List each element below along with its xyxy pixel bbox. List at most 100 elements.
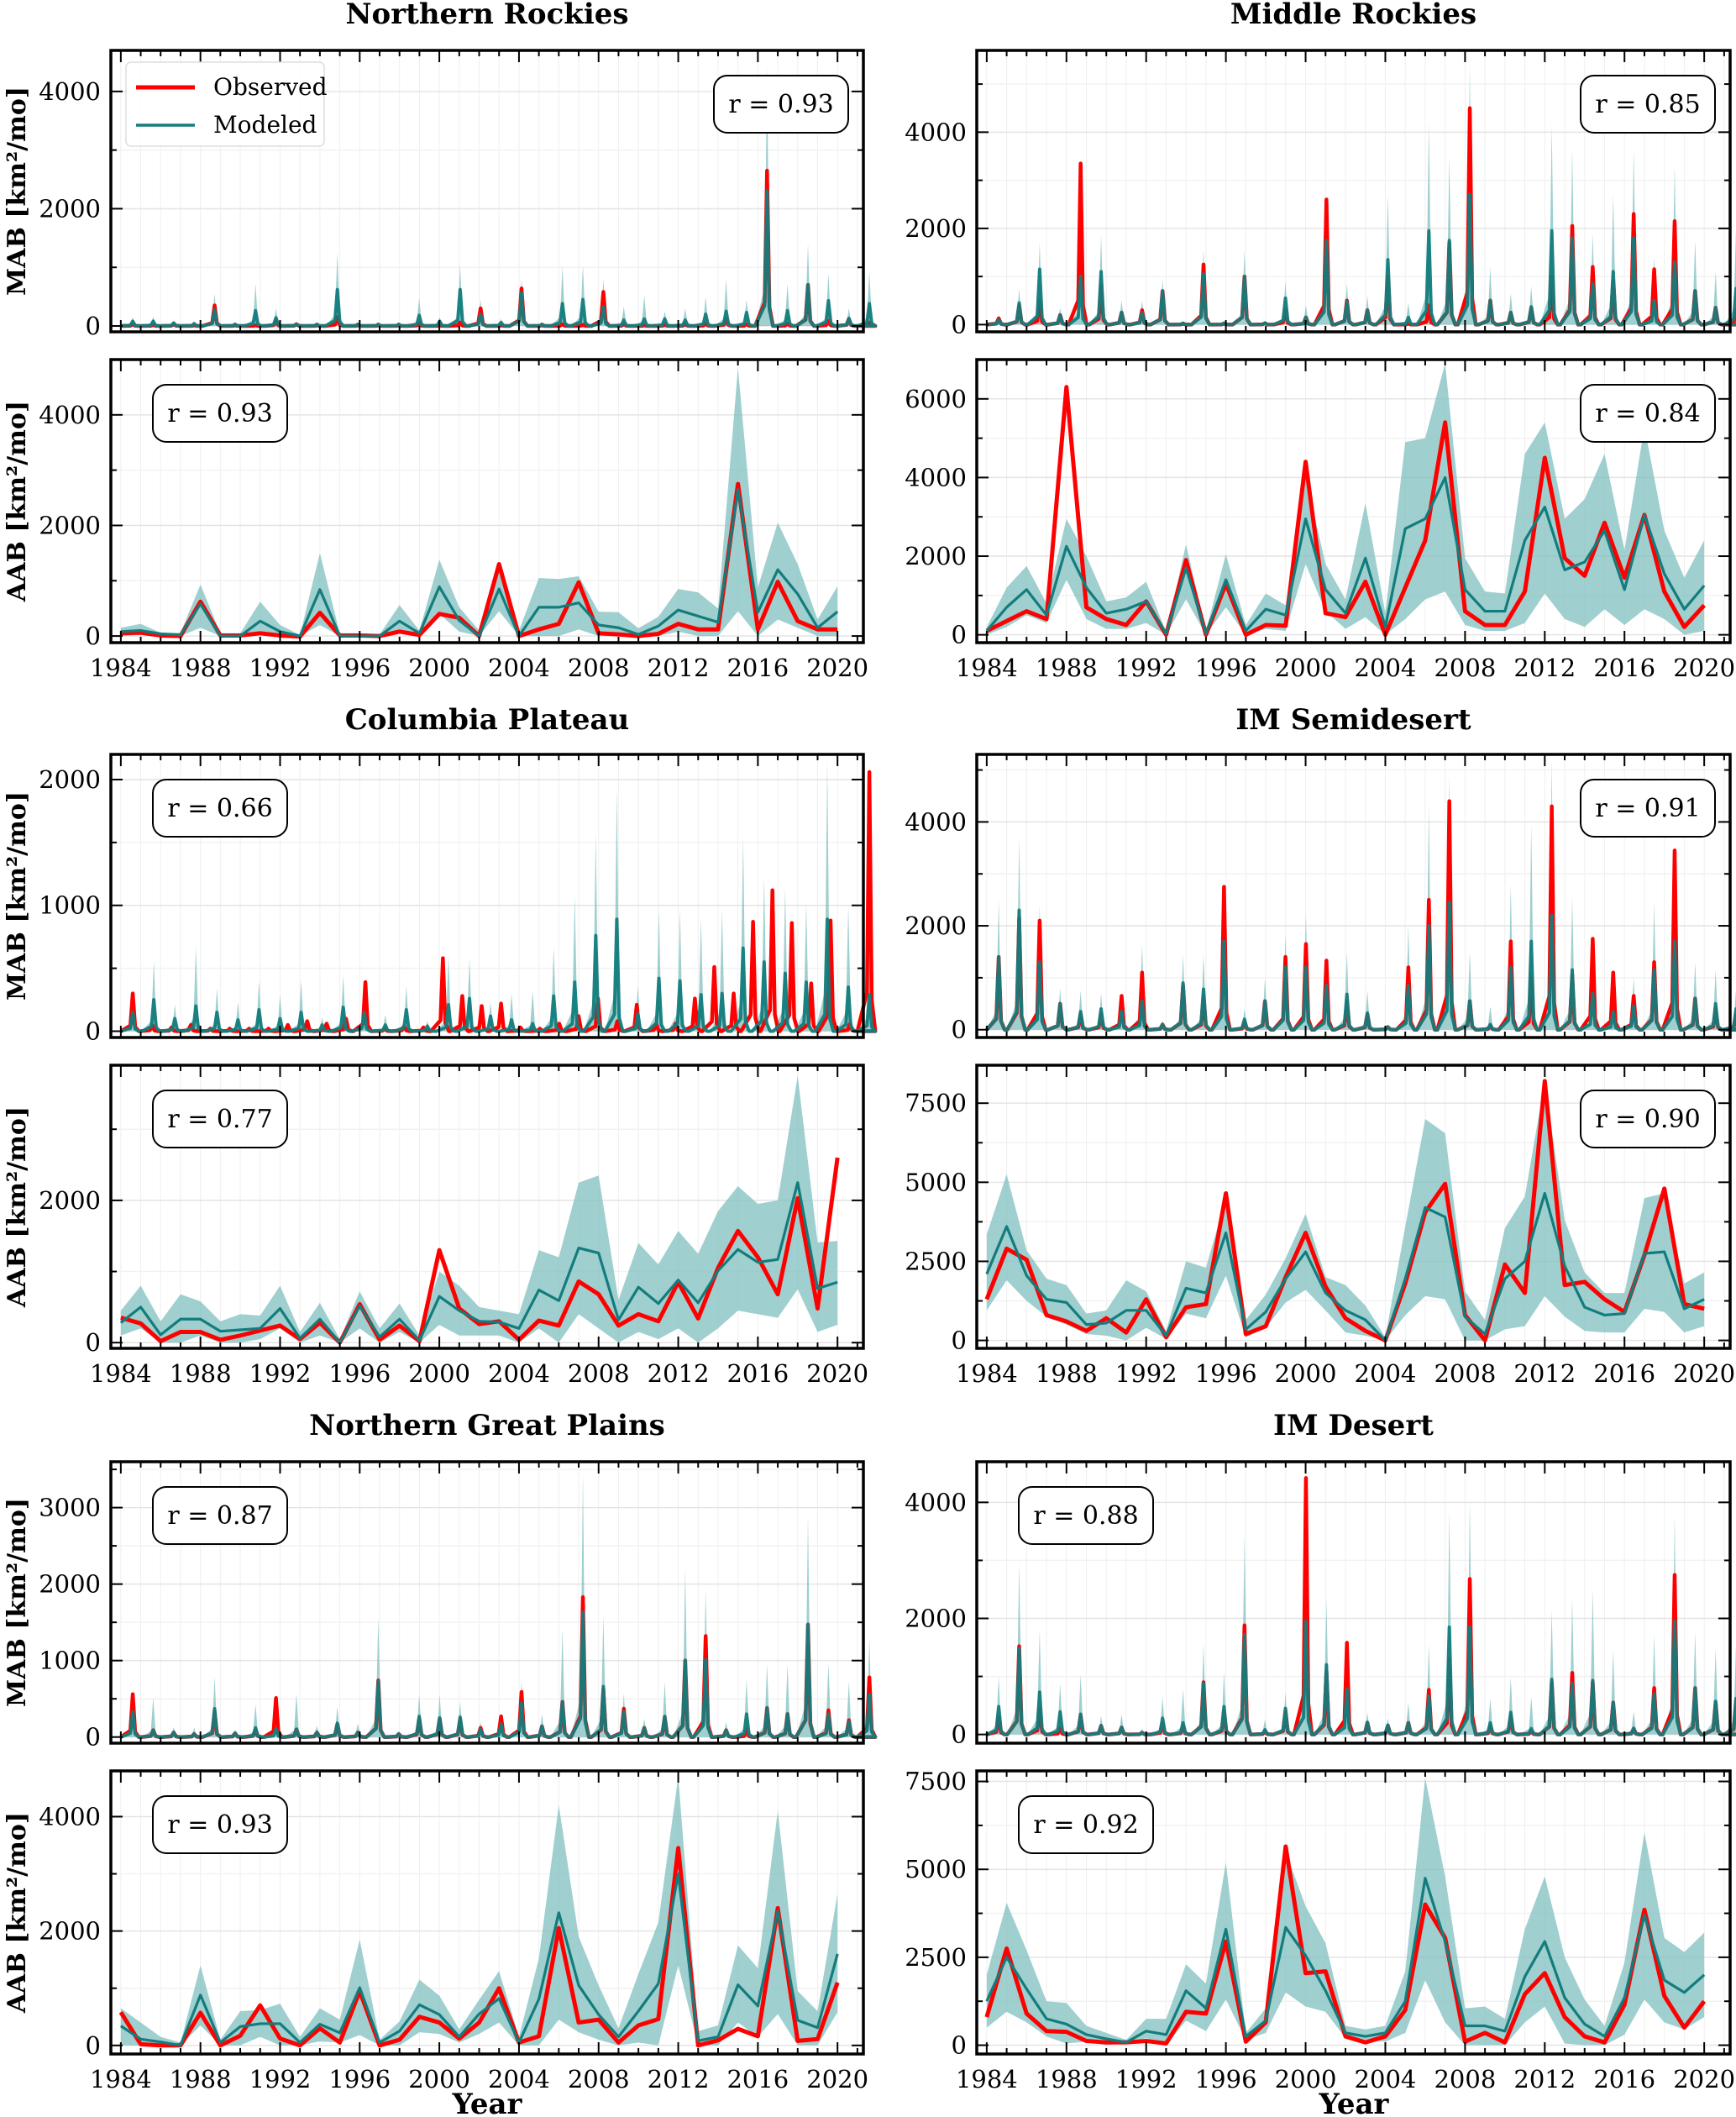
x-tick-label: 1984: [956, 2065, 1018, 2093]
panel-im-desert-mab: IM Desert 0 2000 4000 r = 0.88: [905, 1409, 1736, 1749]
x-tick-label: 1992: [249, 1359, 312, 1388]
legend-modeled-label: Modeled: [213, 111, 317, 139]
y-tick-label: 2000: [39, 1570, 101, 1599]
x-tick-label: 1996: [1195, 1359, 1257, 1388]
y-tick-label: 2500: [905, 1943, 967, 1972]
panel-title: IM Desert: [1273, 1409, 1434, 1442]
y-tick-label: 2000: [39, 194, 101, 223]
axes-frame: [109, 1460, 865, 1745]
axes-frame: [109, 1064, 865, 1350]
x-tick-label: 2020: [806, 1359, 868, 1388]
y-tick-label: 2000: [39, 511, 101, 539]
x-axis-label-left: Year: [452, 2088, 523, 2117]
x-tick-label: 1996: [328, 1359, 391, 1388]
x-tick-label: 2000: [408, 1359, 470, 1388]
x-tick-label: 2000: [1275, 1359, 1337, 1388]
x-tick-label: 1992: [249, 2065, 312, 2093]
panel-northern-rockies-aab: 0 2000 4000 1984 1988 1992 1996 2000 2004 2008 201…: [3, 358, 868, 682]
y-tick-label: 2500: [905, 1247, 967, 1275]
y-tick-label: 0: [86, 1723, 101, 1752]
x-tick-label: 2020: [806, 654, 868, 682]
y-tick-label: 3000: [39, 1494, 101, 1522]
x-tick-label: 2016: [1593, 654, 1655, 682]
x-tick-label: 1984: [90, 1359, 152, 1388]
x-tick-label: 1996: [1195, 654, 1257, 682]
y-tick-label: 6000: [905, 385, 967, 413]
axes-frame: [975, 1460, 1732, 1745]
panel-title: Northern Great Plains: [309, 1409, 665, 1442]
x-tick-label: 2008: [568, 654, 630, 682]
y-tick-label: 2000: [39, 1917, 101, 1946]
x-tick-label: 2016: [726, 1359, 789, 1388]
modeled-line: [986, 1619, 1736, 1736]
x-tick-label: 1992: [249, 654, 312, 682]
y-tick-label: 4000: [905, 463, 967, 491]
y-axis-label: AAB [km²/mo]: [3, 1106, 32, 1308]
correlation-box: [1580, 779, 1716, 838]
y-tick-label: 2000: [905, 1604, 967, 1632]
y-tick-label: 2000: [905, 911, 967, 940]
y-axis-label: MAB [km²/mo]: [3, 791, 32, 1001]
correlation-label: r = 0.77: [167, 1105, 272, 1134]
x-tick-label: 1988: [170, 2065, 232, 2093]
correlation-box: [152, 1486, 288, 1545]
x-tick-label: 2000: [1275, 2065, 1337, 2093]
correlation-label: r = 0.93: [728, 90, 833, 119]
panel-middle-rockies-aab: 0 2000 4000 6000 1984 1988 1992 1996 2000 2004 200…: [905, 358, 1735, 682]
x-tick-label: 2020: [806, 2065, 868, 2093]
legend-observed-label: Observed: [213, 73, 328, 101]
correlation-box: [713, 75, 849, 134]
y-tick-label: 0: [86, 622, 101, 650]
x-tick-label: 2012: [648, 1359, 710, 1388]
y-tick-label: 2000: [905, 542, 967, 570]
x-tick-label: 1996: [328, 654, 391, 682]
correlation-box: [1018, 1486, 1154, 1545]
panel-im-semidesert-mab: IM Semidesert 0 2000 4000 r = 0.91: [905, 703, 1736, 1044]
axes-frame: [975, 753, 1732, 1039]
y-tick-label: 0: [952, 310, 967, 339]
correlation-box: [152, 779, 288, 838]
modeled-line: [120, 917, 878, 1033]
correlation-label: r = 0.88: [1033, 1501, 1138, 1531]
x-tick-label: 2012: [648, 2065, 710, 2093]
x-tick-label: 1988: [170, 654, 232, 682]
x-tick-label: 2012: [1513, 2065, 1576, 2093]
correlation-box: [1018, 1795, 1154, 1854]
y-tick-label: 0: [952, 1326, 967, 1355]
correlation-label: r = 0.93: [167, 1810, 272, 1840]
x-tick-label: 1992: [1115, 1359, 1177, 1388]
panel-title: IM Semidesert: [1235, 703, 1471, 737]
y-tick-label: 7500: [905, 1089, 967, 1117]
x-tick-label: 1992: [1115, 654, 1177, 682]
x-tick-label: 2012: [648, 654, 710, 682]
x-tick-label: 2000: [408, 654, 470, 682]
x-tick-label: 2004: [488, 654, 550, 682]
x-tick-label: 2004: [1355, 654, 1417, 682]
axes-frame: [109, 49, 865, 334]
x-tick-label: 2012: [1513, 654, 1576, 682]
x-tick-label: 2004: [488, 2065, 550, 2093]
panel-title: Middle Rockies: [1230, 0, 1476, 31]
modeled-line: [120, 189, 878, 328]
y-tick-label: 7500: [905, 1768, 967, 1796]
panel-northern-great-plains-aab: 0 2000 4000 1984 1988 1992 1996 2000 2004 2008 201…: [3, 1769, 868, 2093]
y-tick-label: 0: [86, 2031, 101, 2060]
correlation-label: r = 0.92: [1033, 1810, 1138, 1840]
correlation-box: [152, 1795, 288, 1854]
x-tick-label: 2016: [726, 654, 789, 682]
x-tick-label: 1984: [956, 654, 1018, 682]
panel-im-desert-aab: 0 2500 5000 7500 1984 1988 1992 1996 2000 2004 200…: [905, 1768, 1735, 2093]
correlation-label: r = 0.87: [167, 1501, 272, 1531]
x-tick-label: 2016: [1593, 1359, 1655, 1388]
axes-frame: [109, 753, 865, 1039]
axes-frame: [975, 49, 1732, 334]
x-tick-label: 1988: [1036, 654, 1098, 682]
x-tick-label: 2000: [1275, 654, 1337, 682]
correlation-label: r = 0.91: [1595, 794, 1700, 823]
y-tick-label: 1000: [39, 1647, 101, 1675]
y-tick-label: 5000: [905, 1855, 967, 1883]
y-tick-label: 0: [86, 1328, 101, 1357]
panel-im-semidesert-aab: 0 2500 5000 7500 1984 1988 1992 1996 2000 2004 200…: [905, 1064, 1735, 1388]
modeled-uncertainty-band: [120, 1075, 838, 1343]
